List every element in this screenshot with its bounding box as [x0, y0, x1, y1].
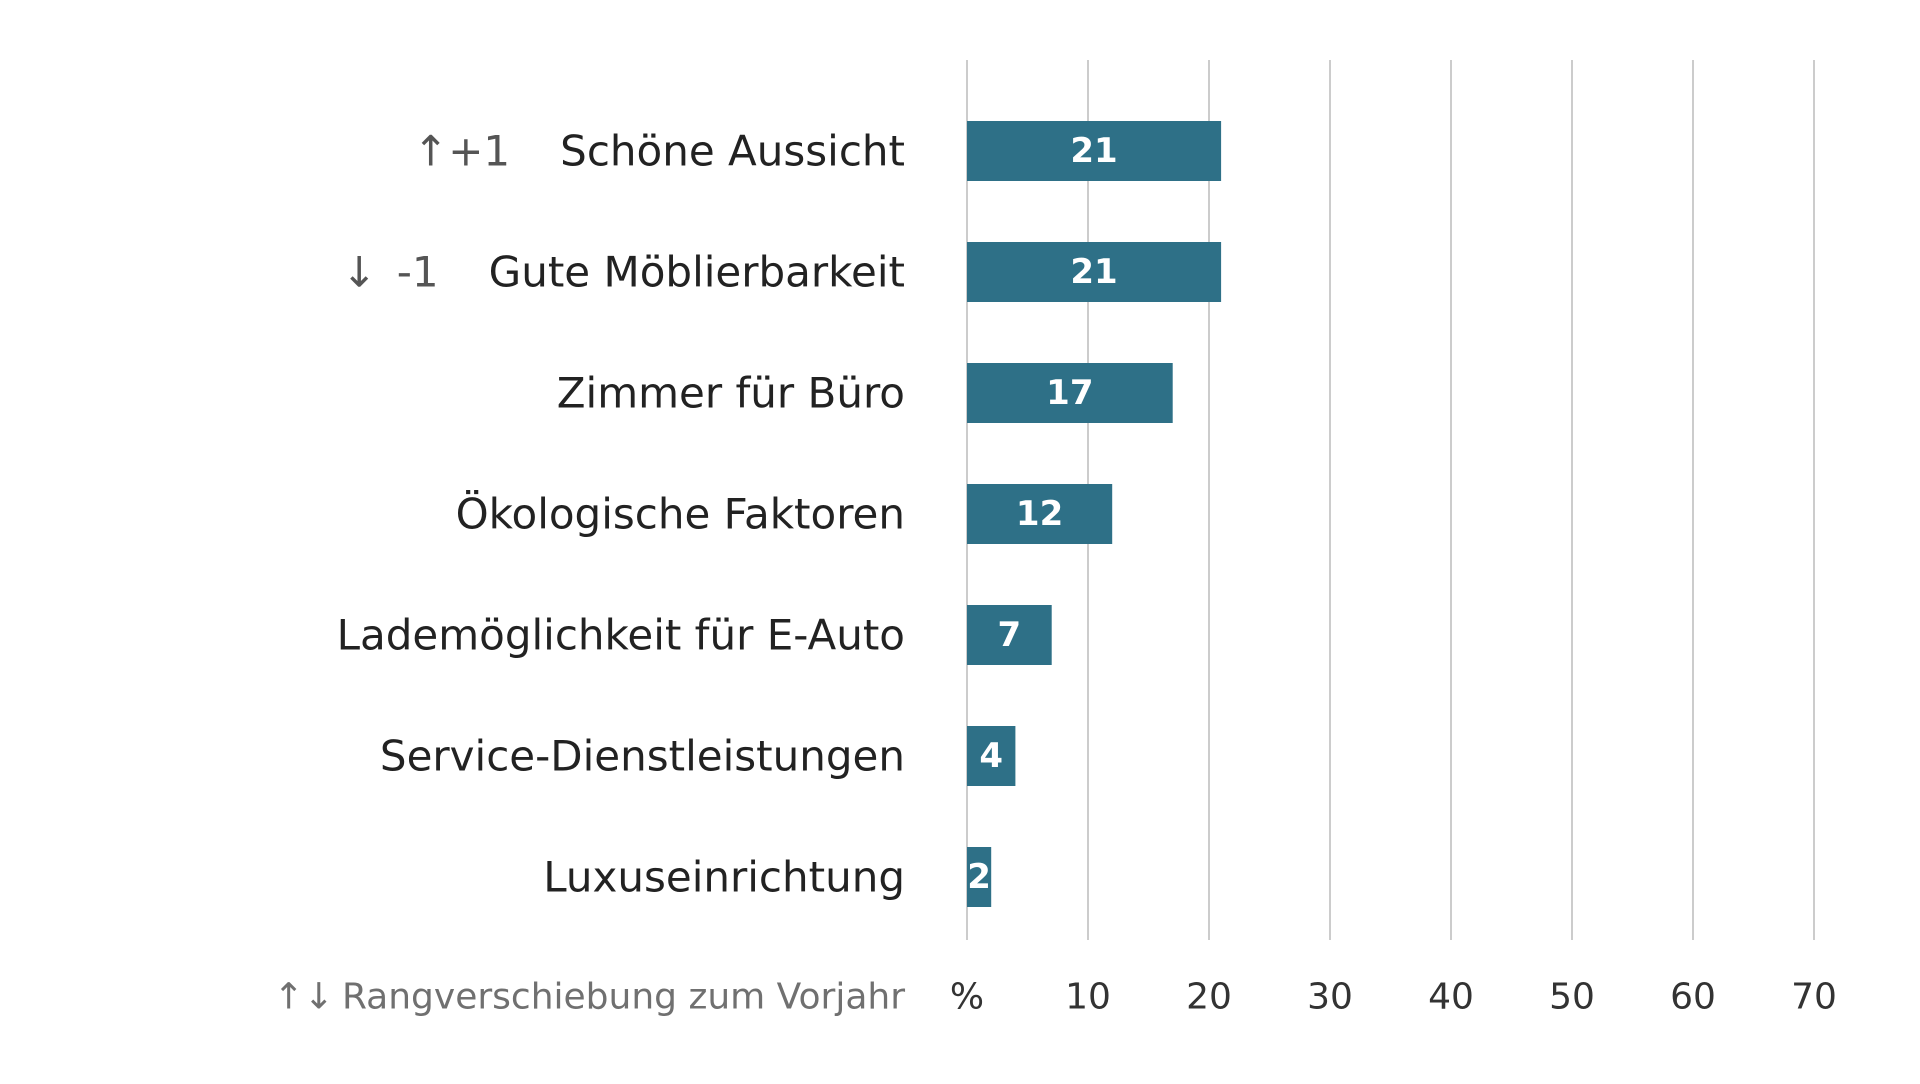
- x-tick-label: 10: [1065, 977, 1111, 1018]
- category-label: Schöne Aussicht: [560, 127, 905, 176]
- bar: [967, 847, 992, 907]
- x-tick-label: 50: [1549, 977, 1595, 1018]
- category-label: Luxuseinrichtung: [543, 853, 905, 902]
- bar-value-label: 21: [1070, 252, 1117, 292]
- bar: [967, 484, 1113, 544]
- legend-note-text: Rangverschiebung zum Vorjahr: [342, 977, 905, 1018]
- x-tick-label: 30: [1307, 977, 1353, 1018]
- category-label: Ökologische Faktoren: [456, 489, 905, 539]
- bar: [967, 363, 1173, 423]
- bar-value-label: 7: [998, 615, 1022, 655]
- x-tick-label: 20: [1186, 977, 1232, 1018]
- category-label: Lademöglichkeit für E-Auto: [337, 611, 905, 660]
- category-label: Zimmer für Büro: [557, 369, 905, 418]
- bar: [967, 121, 1222, 181]
- rank-change-value: +1: [448, 127, 510, 176]
- bar: [967, 726, 1016, 786]
- category-label: Service-Dienstleistungen: [380, 732, 905, 781]
- x-tick-label: %: [950, 977, 984, 1018]
- bar-value-label: 12: [1016, 494, 1063, 534]
- bar-value-label: 21: [1070, 131, 1117, 171]
- x-tick-label: 70: [1791, 977, 1837, 1018]
- rank-change-value: -1: [397, 248, 439, 297]
- bar: [967, 605, 1052, 665]
- rank-change-arrow-icon: ↓: [341, 248, 376, 297]
- bar-value-label: 4: [979, 736, 1003, 776]
- x-tick-label: 60: [1670, 977, 1716, 1018]
- category-label: Gute Möblierbarkeit: [489, 248, 905, 297]
- rank-change-arrow-icon: ↑: [413, 127, 448, 176]
- x-tick-label: 40: [1428, 977, 1474, 1018]
- bar-value-label: 2: [967, 857, 991, 897]
- bar-value-label: 17: [1046, 373, 1093, 413]
- rank-shift-arrows-icon: ↑↓: [274, 977, 334, 1018]
- bar: [967, 242, 1222, 302]
